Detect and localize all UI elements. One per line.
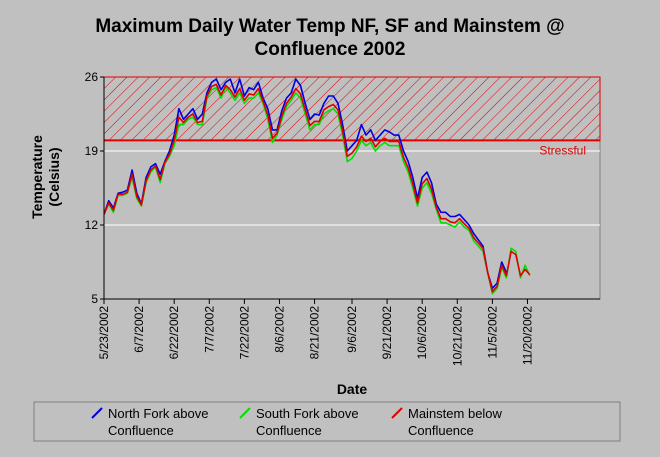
- x-tick-label: 9/21/2002: [380, 306, 394, 360]
- x-tick-label: 6/22/2002: [167, 306, 181, 360]
- x-axis-label: Date: [337, 381, 368, 397]
- x-tick-label: 10/6/2002: [415, 306, 429, 360]
- series-line-3: [104, 83, 531, 293]
- y-axis-label-line-1: Temperature: [29, 135, 45, 219]
- x-tick-label: 8/21/2002: [308, 306, 322, 360]
- x-tick-label: 7/7/2002: [202, 306, 216, 353]
- legend-swatch-1: [91, 407, 103, 419]
- x-tick-label: 5/23/2002: [97, 306, 111, 360]
- y-tick-label: 26: [85, 70, 99, 84]
- x-tick-label: 6/7/2002: [132, 306, 146, 353]
- legend: North Fork above Confluence South Fork abo…: [91, 406, 503, 438]
- y-axis-ticks: 5 12 19 26: [85, 70, 104, 306]
- chart-title-line-2: Confluence 2002: [255, 39, 406, 60]
- stressful-label: Stressful: [539, 143, 586, 157]
- x-tick-label: 10/21/2002: [450, 306, 464, 366]
- x-tick-label: 11/20/2002: [520, 306, 534, 365]
- series-line-2: [104, 86, 531, 295]
- legend-label-1: North Fork above Confluence: [108, 406, 208, 438]
- y-axis-label: Temperature (Celsius): [29, 135, 62, 219]
- legend-label-3: Mainstem below Confluence: [408, 406, 503, 438]
- x-tick-label: 11/5/2002: [485, 306, 499, 359]
- y-axis-label-line-2: (Celsius): [46, 147, 62, 206]
- y-tick-label: 5: [91, 292, 98, 306]
- chart-title-line-1: Maximum Daily Water Temp NF, SF and Main…: [95, 16, 564, 37]
- legend-swatch-2: [239, 407, 251, 419]
- x-tick-label: 8/6/2002: [272, 306, 286, 353]
- x-tick-label: 7/22/2002: [237, 306, 251, 360]
- series-layer: [104, 78, 531, 295]
- y-tick-label: 19: [85, 144, 99, 158]
- legend-box: [33, 401, 621, 442]
- legend-swatch-3: [391, 407, 403, 419]
- series-line-1: [104, 78, 508, 290]
- legend-label-2: South Fork above Confluence: [256, 406, 359, 438]
- x-axis-ticks: 5/23/2002 6/7/2002 6/22/2002 7/7/2002 7/22/2…: [97, 299, 534, 366]
- x-tick-label: 9/6/2002: [345, 306, 359, 353]
- y-tick-label: 12: [85, 218, 99, 232]
